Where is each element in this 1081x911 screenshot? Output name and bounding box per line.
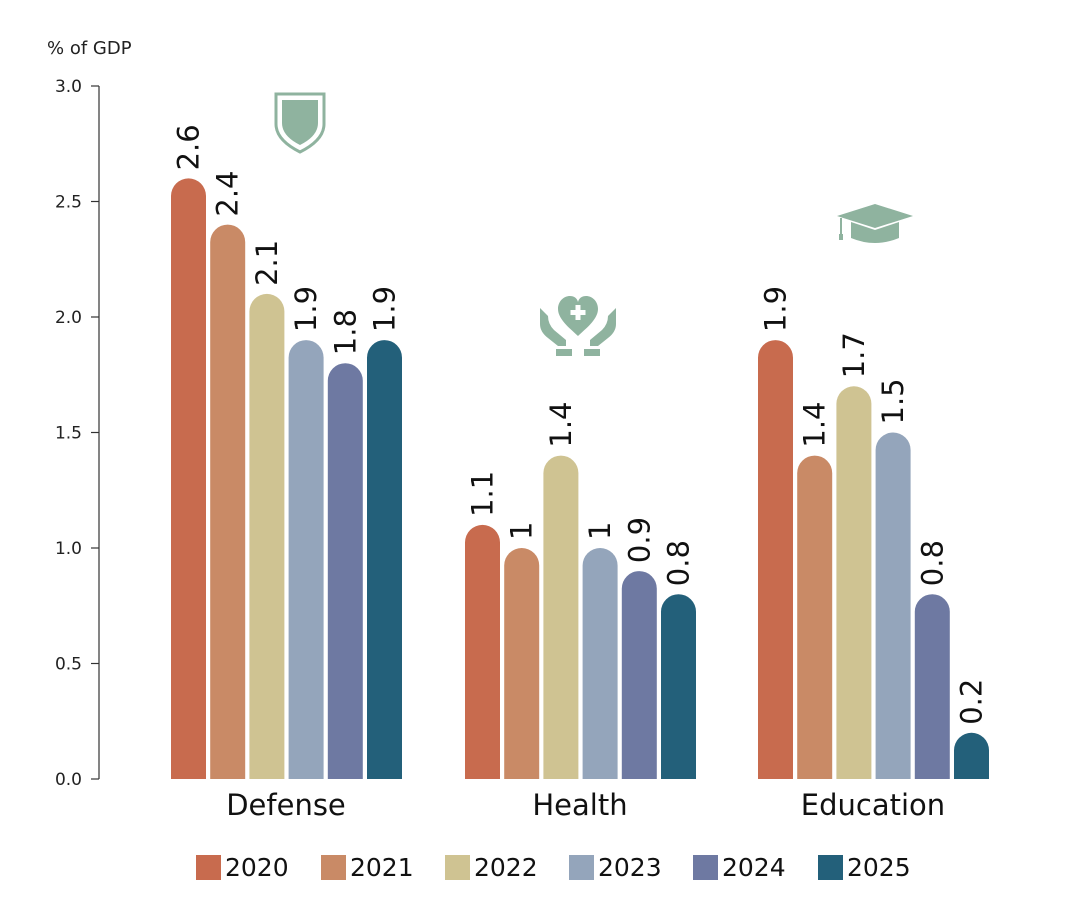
legend-label-2020: 2020 bbox=[225, 853, 289, 882]
bar-defense-2024 bbox=[327, 363, 363, 779]
bar-defense-2021 bbox=[210, 224, 246, 780]
value-label: 0.8 bbox=[662, 540, 696, 586]
value-label: 1.8 bbox=[328, 309, 362, 355]
legend-swatch-2021 bbox=[321, 855, 346, 880]
bar-health-2022 bbox=[543, 455, 579, 779]
heart-hands-icon bbox=[540, 296, 616, 356]
value-label: 2.1 bbox=[250, 240, 284, 286]
value-label: 1.4 bbox=[798, 401, 832, 447]
legend-label-2025: 2025 bbox=[847, 853, 911, 882]
value-label: 2.4 bbox=[211, 170, 245, 216]
value-label: 1.9 bbox=[759, 286, 793, 332]
bar-education-2021 bbox=[797, 455, 833, 779]
value-label: 2.6 bbox=[172, 124, 206, 170]
value-label: 0.2 bbox=[955, 679, 989, 725]
bar-defense-2025 bbox=[367, 340, 402, 779]
value-label: 1.9 bbox=[368, 286, 402, 332]
value-label: 1.9 bbox=[289, 286, 323, 332]
legend-label-2022: 2022 bbox=[474, 853, 538, 882]
legend-swatch-2024 bbox=[693, 855, 718, 880]
legend-swatch-2025 bbox=[818, 855, 843, 880]
category-label-defense: Defense bbox=[226, 788, 346, 822]
legend-label-2023: 2023 bbox=[598, 853, 662, 882]
bar-health-2021 bbox=[504, 548, 540, 779]
value-label: 0.8 bbox=[915, 540, 949, 586]
y-tick-label: 3.0 bbox=[55, 77, 82, 97]
bar-education-2024 bbox=[914, 594, 950, 779]
bar-education-2020 bbox=[758, 340, 793, 779]
bar-defense-2022 bbox=[249, 293, 285, 779]
y-tick-label: 1.0 bbox=[55, 539, 82, 559]
y-tick-label: 2.5 bbox=[55, 193, 82, 213]
value-label: 1 bbox=[583, 522, 617, 540]
graduation-cap-icon bbox=[837, 204, 913, 243]
bar-defense-2020 bbox=[171, 178, 206, 779]
legend-swatch-2022 bbox=[445, 855, 470, 880]
value-label: 1.7 bbox=[837, 332, 871, 378]
y-tick-label: 1.5 bbox=[55, 424, 82, 444]
category-label-health: Health bbox=[532, 788, 627, 822]
y-tick-label: 0.0 bbox=[55, 770, 82, 790]
legend-swatch-2020 bbox=[196, 855, 221, 880]
shield-icon bbox=[274, 92, 326, 154]
bar-health-2025 bbox=[661, 594, 696, 779]
value-label: 1.1 bbox=[466, 471, 500, 517]
bar-defense-2023 bbox=[288, 340, 324, 779]
legend-label-2021: 2021 bbox=[350, 853, 414, 882]
bar-education-2023 bbox=[875, 432, 911, 779]
y-axis-title: % of GDP bbox=[47, 38, 132, 59]
y-tick-label: 2.0 bbox=[55, 308, 82, 328]
legend-swatch-2023 bbox=[569, 855, 594, 880]
bar-health-2023 bbox=[582, 548, 618, 779]
value-label: 1.5 bbox=[876, 378, 910, 424]
bar-education-2022 bbox=[836, 386, 872, 779]
bar-health-2020 bbox=[465, 524, 500, 779]
value-label: 0.9 bbox=[622, 517, 656, 563]
bar-education-2025 bbox=[954, 732, 989, 779]
bar-health-2024 bbox=[621, 571, 657, 779]
value-label: 1 bbox=[505, 522, 539, 540]
value-label: 1.4 bbox=[544, 401, 578, 447]
y-tick-label: 0.5 bbox=[55, 655, 82, 675]
category-label-education: Education bbox=[801, 788, 945, 822]
legend-label-2024: 2024 bbox=[722, 853, 786, 882]
